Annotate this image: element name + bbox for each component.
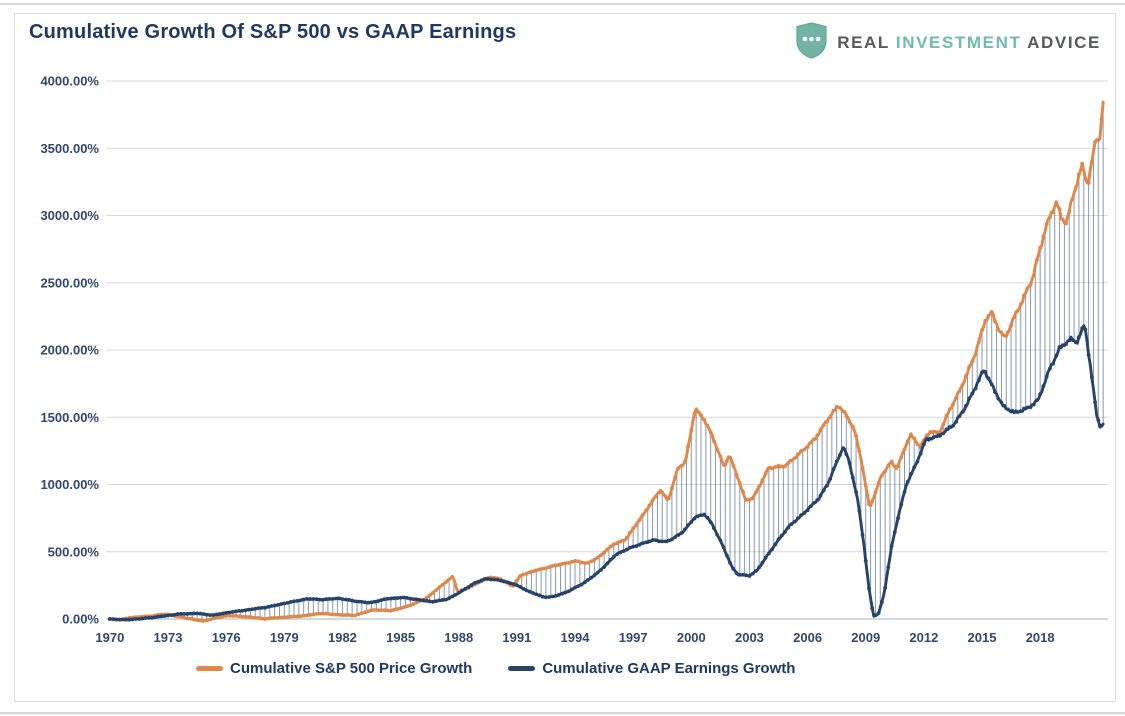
gaap-legend-label: Cumulative GAAP Earnings Growth xyxy=(542,660,796,677)
svg-text:2018: 2018 xyxy=(1026,630,1055,645)
svg-text:1982: 1982 xyxy=(328,630,357,645)
svg-text:1500.00%: 1500.00% xyxy=(40,410,99,425)
sp500-legend-label: Cumulative S&P 500 Price Growth xyxy=(230,660,473,677)
svg-text:2000.00%: 2000.00% xyxy=(40,343,99,358)
brand-word-real: REAL xyxy=(837,33,890,52)
svg-text:1976: 1976 xyxy=(212,630,241,645)
growth-line-chart: 0.00% 500.00% 1000.00% 1500.00% 2000.00% 2500… xyxy=(40,74,1108,645)
svg-text:3500.00%: 3500.00% xyxy=(40,141,99,156)
svg-text:1997: 1997 xyxy=(619,630,648,645)
sp500-legend-swatch-icon xyxy=(196,666,223,671)
chart-card: Cumulative Growth Of S&P 500 vs GAAP Ear… xyxy=(14,13,1116,702)
svg-text:2015: 2015 xyxy=(968,630,997,645)
svg-text:2006: 2006 xyxy=(793,630,822,645)
brand-logo: REAL INVESTMENT ADVICE xyxy=(795,22,1101,64)
brand-word-investment: INVESTMENT xyxy=(895,33,1022,52)
svg-text:2500.00%: 2500.00% xyxy=(40,275,99,290)
chart-title: Cumulative Growth Of S&P 500 vs GAAP Ear… xyxy=(29,21,517,43)
svg-text:2000: 2000 xyxy=(677,630,706,645)
svg-text:2012: 2012 xyxy=(909,630,938,645)
svg-text:1973: 1973 xyxy=(154,630,183,645)
chart-legend: Cumulative S&P 500 Price Growth Cumulati… xyxy=(196,660,795,677)
shield-ellipsis-icon xyxy=(795,22,828,64)
svg-text:3000.00%: 3000.00% xyxy=(40,208,99,223)
svg-text:500.00%: 500.00% xyxy=(48,544,100,559)
svg-text:2009: 2009 xyxy=(851,630,880,645)
legend-item-sp500: Cumulative S&P 500 Price Growth xyxy=(196,660,472,677)
gaap-legend-swatch-icon xyxy=(508,666,536,671)
page-top-divider xyxy=(0,3,1125,5)
svg-text:0.00%: 0.00% xyxy=(62,612,99,627)
svg-text:1991: 1991 xyxy=(502,630,531,645)
svg-text:1985: 1985 xyxy=(386,630,415,645)
legend-item-gaap: Cumulative GAAP Earnings Growth xyxy=(508,660,795,677)
svg-text:1970: 1970 xyxy=(95,630,124,645)
svg-text:1994: 1994 xyxy=(561,630,591,645)
svg-text:1988: 1988 xyxy=(444,630,473,645)
svg-text:2003: 2003 xyxy=(735,630,764,645)
svg-text:1000.00%: 1000.00% xyxy=(40,477,99,492)
svg-text:4000.00%: 4000.00% xyxy=(40,74,99,89)
brand-word-advice: ADVICE xyxy=(1027,33,1101,52)
svg-text:1979: 1979 xyxy=(270,630,299,645)
brand-wordmark: REAL INVESTMENT ADVICE xyxy=(837,33,1101,53)
page-bottom-divider xyxy=(0,712,1125,714)
